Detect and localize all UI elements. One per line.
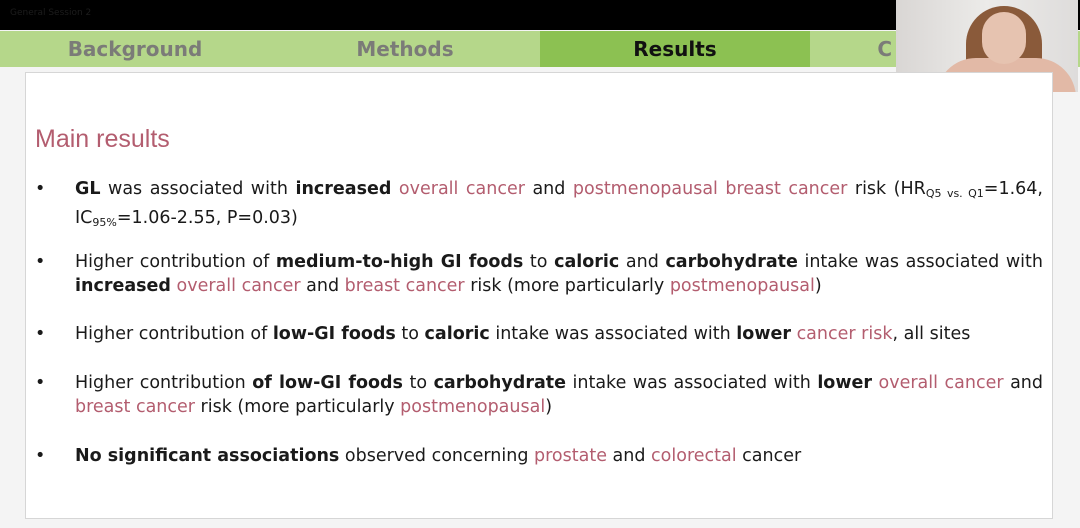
highlighted-text: prostate: [534, 446, 607, 466]
text: ): [814, 276, 822, 296]
bullet-item: • GL was associated with increased overal…: [35, 177, 1043, 235]
text: and: [606, 446, 652, 466]
text: Higher contribution: [75, 373, 253, 393]
text: risk (more particularly: [194, 397, 401, 417]
slide-title: Main results: [35, 125, 170, 153]
text: ): [545, 397, 553, 417]
bullet-item: • Higher contribution of medium-to-high G…: [35, 250, 1043, 298]
text: and: [524, 179, 573, 199]
bold-text: increased: [295, 179, 392, 199]
highlighted-text: breast cancer: [75, 397, 195, 417]
tab-conclusion[interactable]: C: [877, 37, 892, 61]
bold-text: lower: [736, 324, 791, 344]
tab-methods[interactable]: Methods: [356, 37, 454, 61]
bullet-item: • Higher contribution of low-GI foods to …: [35, 371, 1043, 419]
text: observed concerning: [339, 446, 535, 466]
bold-text: carbohydrate: [665, 252, 798, 272]
text: to: [395, 324, 425, 344]
text: and: [619, 252, 666, 272]
bold-text: No significant associations: [75, 446, 340, 466]
text: to: [402, 373, 434, 393]
text: risk (more particularly: [464, 276, 670, 296]
bullet-icon: •: [35, 446, 46, 466]
highlighted-text: postmenopausal: [400, 397, 546, 417]
bullet-item: • No significant associations observed co…: [35, 444, 1043, 468]
highlighted-text: cancer risk: [796, 324, 893, 344]
bold-text: caloric: [424, 324, 490, 344]
text: and: [300, 276, 345, 296]
highlighted-text: overall cancer: [398, 179, 525, 199]
highlighted-text: postmenopausal breast cancer: [572, 179, 848, 199]
text: to: [523, 252, 555, 272]
bold-text: medium-to-high GI foods: [275, 252, 524, 272]
text: was associated with: [100, 179, 296, 199]
bold-text: of low-GI foods: [252, 373, 403, 393]
bullet-text: Higher contribution of low-GI foods to c…: [75, 322, 1043, 346]
bold-text: increased: [75, 276, 171, 296]
tab-background[interactable]: Background: [67, 37, 203, 61]
bold-text: lower: [817, 373, 872, 393]
subscript-text: 95%: [92, 216, 117, 229]
text: intake was associated with: [797, 252, 1043, 272]
bullet-icon: •: [35, 252, 46, 272]
slide: Main results • GL was associated with inc…: [25, 72, 1053, 519]
highlighted-text: postmenopausal: [669, 276, 815, 296]
bullet-icon: •: [35, 324, 46, 344]
bullet-text: Higher contribution of low-GI foods to c…: [75, 371, 1043, 419]
text: [391, 179, 399, 199]
text: Higher contribution of: [75, 252, 276, 272]
highlighted-text: overall cancer: [878, 373, 1004, 393]
bullet-text: Higher contribution of medium-to-high GI…: [75, 250, 1043, 298]
text: cancer: [736, 446, 802, 466]
bold-text: low-GI foods: [272, 324, 396, 344]
highlighted-text: colorectal: [651, 446, 737, 466]
highlighted-text: overall cancer: [176, 276, 301, 296]
text: Higher contribution of: [75, 324, 273, 344]
window-title: General Session 2: [10, 8, 92, 18]
bullet-icon: •: [35, 179, 46, 199]
highlighted-text: breast cancer: [344, 276, 465, 296]
tab-results[interactable]: Results: [540, 31, 810, 67]
text: and: [1003, 373, 1043, 393]
bullet-text: No significant associations observed con…: [75, 444, 1043, 468]
text: intake was associated with: [566, 373, 818, 393]
bullet-text: GL was associated with increased overall…: [75, 177, 1043, 235]
text: =1.64, IC: [75, 179, 1043, 228]
text: risk (HR: [847, 179, 926, 199]
bullet-item: • Higher contribution of low-GI foods to …: [35, 322, 1043, 346]
text: =1.06-2.55, P=0.03): [116, 208, 298, 228]
bold-text: carbohydrate: [433, 373, 566, 393]
subscript-text: Q5 vs. Q1: [925, 187, 984, 200]
bold-text: caloric: [554, 252, 620, 272]
text: intake was associated with: [489, 324, 737, 344]
bold-text: GL: [75, 179, 101, 199]
text: , all sites: [892, 324, 971, 344]
bullet-icon: •: [35, 373, 46, 393]
